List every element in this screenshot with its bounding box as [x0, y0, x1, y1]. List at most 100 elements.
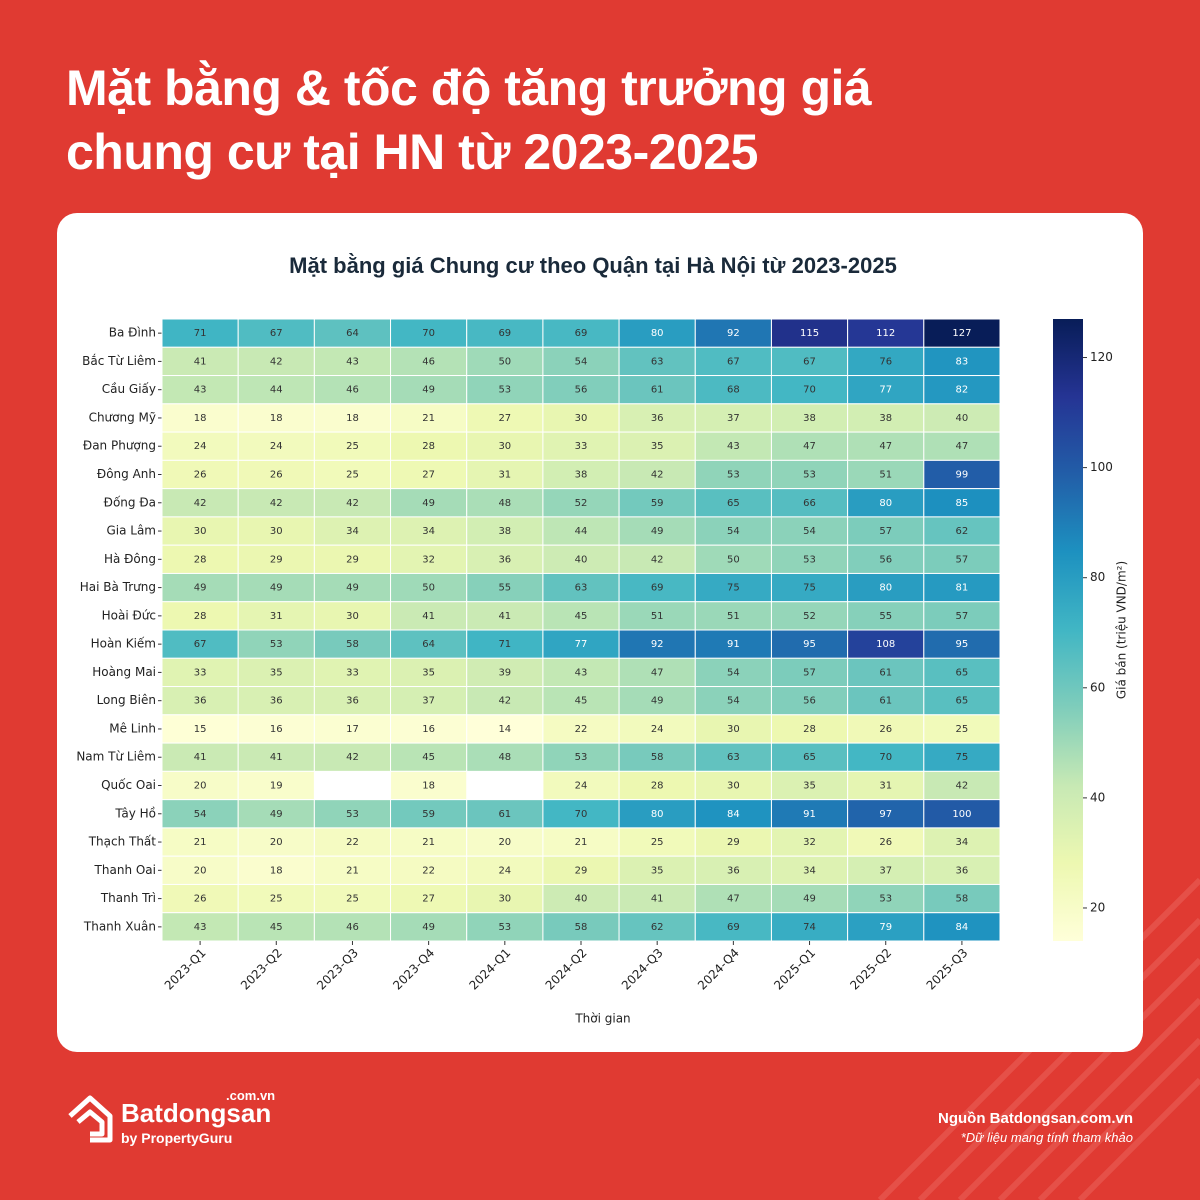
cell-value: 49 — [651, 526, 664, 537]
heatmap-cell — [618, 714, 696, 744]
heatmap-cell — [694, 912, 772, 942]
cell-value: 100 — [952, 809, 971, 820]
heatmap-cell — [313, 629, 392, 659]
heatmap-cell — [923, 686, 1001, 716]
cell-value: 34 — [956, 837, 969, 848]
y-tick-label: Chương Mỹ — [89, 410, 156, 424]
cell-value: 20 — [270, 837, 283, 848]
cell-value: 21 — [422, 837, 435, 848]
cell-value: 24 — [498, 865, 511, 876]
cell-value: 57 — [956, 611, 969, 622]
cell-value: 38 — [575, 470, 588, 481]
heatmap-cell — [847, 799, 925, 829]
cell-value: 76 — [879, 356, 892, 367]
source: Nguồn Batdongsan.com.vn — [938, 1110, 1133, 1127]
cell-value: 28 — [803, 724, 816, 735]
cell-value: 28 — [422, 441, 435, 452]
cell-value: 56 — [575, 385, 588, 396]
cell-value: 49 — [422, 385, 435, 396]
heatmap-cell — [237, 883, 315, 914]
cell-value: 25 — [346, 470, 359, 481]
cell-value: 62 — [956, 526, 969, 537]
cell-value: 59 — [422, 809, 435, 820]
cell-value: 42 — [956, 781, 969, 792]
cell-value: 24 — [651, 724, 664, 735]
cell-value: 27 — [422, 470, 435, 481]
cell-value: 36 — [956, 865, 969, 876]
heatmap-cell — [694, 629, 772, 659]
cell-value: 22 — [422, 865, 435, 876]
cell-value: 36 — [270, 696, 283, 707]
heatmap-cell — [237, 742, 315, 772]
cell-value: 16 — [422, 724, 435, 735]
cell-value: 50 — [498, 356, 511, 367]
cell-value: 41 — [270, 752, 283, 763]
cell-value: 42 — [651, 470, 664, 481]
heatmap-cell — [694, 742, 772, 772]
heatmap-cell — [161, 544, 239, 574]
heatmap-cell — [313, 855, 392, 885]
heatmap-cell — [237, 601, 315, 631]
y-tick-label: Thạch Thất — [88, 835, 157, 849]
heatmap-cell — [770, 516, 849, 546]
cell-value: 30 — [727, 724, 740, 735]
heatmap-cell — [466, 742, 544, 772]
heatmap-cell — [542, 912, 620, 942]
heatmap-cell — [390, 601, 468, 631]
cell-value: 40 — [575, 894, 588, 905]
heatmap-cell — [542, 629, 620, 659]
cell-value: 21 — [575, 837, 588, 848]
cell-value: 35 — [651, 441, 664, 452]
heatmap-cell — [770, 686, 849, 716]
cell-value: 54 — [727, 526, 740, 537]
heatmap-cell — [313, 657, 392, 688]
cell-value: 33 — [346, 667, 359, 678]
cell-value: 22 — [575, 724, 588, 735]
cell-value: 26 — [194, 894, 207, 905]
logo-icon — [68, 1095, 113, 1143]
x-tick-label: 2025-Q3 — [924, 946, 971, 993]
cell-value: 81 — [956, 583, 969, 594]
heatmap-cell — [923, 714, 1001, 744]
heatmap-cell — [618, 912, 696, 942]
heatmap-cell — [466, 912, 544, 942]
cell-value: 61 — [879, 667, 892, 678]
cell-value: 25 — [346, 441, 359, 452]
y-tick-label: Long Biên — [97, 693, 156, 707]
heatmap-cell — [466, 855, 544, 885]
cell-value: 80 — [879, 498, 892, 509]
heatmap-cell — [313, 572, 392, 603]
cell-value: 80 — [651, 809, 664, 820]
cell-value: 49 — [194, 583, 207, 594]
cell-value: 71 — [498, 639, 511, 650]
x-tick-label: 2025-Q2 — [847, 946, 894, 993]
y-tick-label: Hai Bà Trưng — [80, 580, 156, 594]
cell-value: 55 — [879, 611, 892, 622]
cell-value: 32 — [803, 837, 816, 848]
cell-value: 82 — [956, 385, 969, 396]
cell-value: 35 — [651, 865, 664, 876]
cell-value: 42 — [346, 752, 359, 763]
y-tick-label: Hoài Đức — [102, 608, 156, 622]
cell-value: 70 — [803, 385, 816, 396]
heatmap-cell — [847, 855, 925, 885]
heatmap-cell — [618, 629, 696, 659]
cell-value: 44 — [270, 385, 283, 396]
heatmap-cell — [923, 912, 1001, 942]
heatmap-cell — [466, 544, 544, 574]
x-tick-label: 2023-Q4 — [390, 946, 437, 993]
cell-value: 59 — [651, 498, 664, 509]
heatmap-cell — [618, 883, 696, 914]
cell-value: 41 — [651, 894, 664, 905]
cell-value: 41 — [498, 611, 511, 622]
cell-value: 47 — [727, 894, 740, 905]
heatmap-cell — [770, 883, 849, 914]
cell-value: 24 — [575, 781, 588, 792]
cell-value: 41 — [422, 611, 435, 622]
cell-value: 61 — [879, 696, 892, 707]
heatmap-cell — [313, 827, 392, 857]
cell-value: 92 — [727, 328, 740, 339]
cell-value: 38 — [803, 413, 816, 424]
cell-value: 65 — [727, 498, 740, 509]
heatmap-cell — [466, 516, 544, 546]
